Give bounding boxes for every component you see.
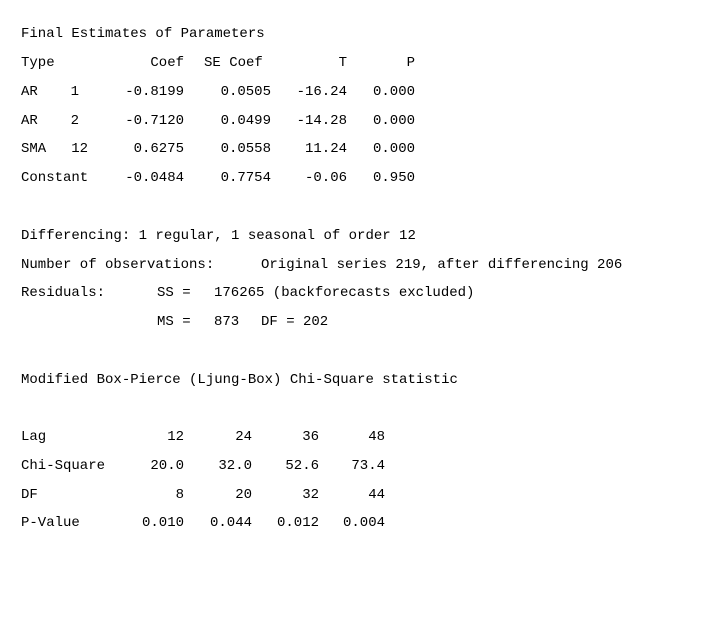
param-se-coef: 0.7754 xyxy=(220,170,271,186)
param-coef: -0.8199 xyxy=(125,84,184,100)
ljung-value: 52.6 xyxy=(285,458,319,474)
ljung-value: 20.0 xyxy=(150,458,184,474)
ljung-value: 36 xyxy=(302,429,319,445)
param-type: SMA xyxy=(21,141,47,157)
df-text: DF = 202 xyxy=(261,314,329,330)
ljung-row: Lag 12 24 36 48 xyxy=(0,427,720,447)
param-row: Constant -0.0484 0.7754 -0.06 0.950 xyxy=(0,168,720,188)
ljung-row-label: Chi-Square xyxy=(21,458,106,474)
ms-value: 873 xyxy=(214,314,240,330)
param-se-coef: 0.0558 xyxy=(220,141,271,157)
ljung-value: 20 xyxy=(235,487,252,503)
ljung-row: Chi-Square 20.0 32.0 52.6 73.4 xyxy=(0,456,720,476)
final-estimates-heading: Final Estimates of Parameters xyxy=(21,26,265,42)
param-type: AR xyxy=(21,84,38,100)
ms-label: MS = xyxy=(157,314,191,330)
ljung-value: 32 xyxy=(302,487,319,503)
param-t: -14.28 xyxy=(296,113,347,129)
param-p: 0.000 xyxy=(372,113,415,129)
header-se-coef: SE Coef xyxy=(204,55,263,71)
header-t: T xyxy=(338,55,347,71)
residuals-ss-line: Residuals: SS = 176265 (backforecasts ex… xyxy=(0,283,720,303)
ss-value: 176265 (backforecasts excluded) xyxy=(214,285,475,301)
observations-line: Number of observations: Original series … xyxy=(0,255,720,275)
param-se-coef: 0.0499 xyxy=(220,113,271,129)
param-lag: 12 xyxy=(71,141,88,157)
param-lag: 1 xyxy=(70,84,79,100)
residuals-label: Residuals: xyxy=(21,285,106,301)
ljung-box-title: Modified Box-Pierce (Ljung-Box) Chi-Squa… xyxy=(21,372,458,388)
ljung-value: 12 xyxy=(167,429,184,445)
header-p: P xyxy=(406,55,415,71)
param-t: -0.06 xyxy=(304,170,347,186)
param-type: AR xyxy=(21,113,38,129)
param-coef: -0.0484 xyxy=(125,170,184,186)
param-se-coef: 0.0505 xyxy=(220,84,271,100)
param-table-header: Type Coef SE Coef T P xyxy=(0,53,720,73)
param-coef: 0.6275 xyxy=(133,141,184,157)
param-row: AR 2 -0.7120 0.0499 -14.28 0.000 xyxy=(0,111,720,131)
differencing-text: Differencing: 1 regular, 1 seasonal of o… xyxy=(21,228,416,244)
ljung-row: P-Value 0.010 0.044 0.012 0.004 xyxy=(0,513,720,533)
param-t: 11.24 xyxy=(304,141,347,157)
ss-label: SS = xyxy=(157,285,191,301)
param-p: 0.000 xyxy=(372,141,415,157)
ljung-value: 8 xyxy=(175,487,184,503)
ljung-value: 0.044 xyxy=(209,515,252,531)
ljung-value: 48 xyxy=(368,429,385,445)
residuals-ms-line: MS = 873 DF = 202 xyxy=(0,312,720,332)
ljung-value: 0.004 xyxy=(342,515,385,531)
ljung-value: 32.0 xyxy=(218,458,252,474)
ljung-box-title-line: Modified Box-Pierce (Ljung-Box) Chi-Squa… xyxy=(0,370,458,390)
ljung-row-label: P-Value xyxy=(21,515,80,531)
ljung-value: 0.012 xyxy=(276,515,319,531)
param-p: 0.000 xyxy=(372,84,415,100)
ljung-row-label: Lag xyxy=(21,429,47,445)
param-row: SMA 12 0.6275 0.0558 11.24 0.000 xyxy=(0,139,720,159)
section-title-final-estimates: Final Estimates of Parameters xyxy=(0,24,265,44)
observations-label: Number of observations: xyxy=(21,257,215,273)
header-coef: Coef xyxy=(150,55,184,71)
param-row: AR 1 -0.8199 0.0505 -16.24 0.000 xyxy=(0,82,720,102)
ljung-value: 44 xyxy=(368,487,385,503)
observations-value: Original series 219, after differencing … xyxy=(261,257,623,273)
ljung-row: DF 8 20 32 44 xyxy=(0,485,720,505)
param-coef: -0.7120 xyxy=(125,113,184,129)
header-type: Type xyxy=(21,55,55,71)
param-t: -16.24 xyxy=(296,84,347,100)
ljung-value: 24 xyxy=(235,429,252,445)
param-p: 0.950 xyxy=(372,170,415,186)
ljung-value: 0.010 xyxy=(141,515,184,531)
ljung-value: 73.4 xyxy=(351,458,385,474)
ljung-row-label: DF xyxy=(21,487,38,503)
param-lag: 2 xyxy=(70,113,79,129)
param-type: Constant xyxy=(21,170,89,186)
differencing-line: Differencing: 1 regular, 1 seasonal of o… xyxy=(0,226,416,246)
